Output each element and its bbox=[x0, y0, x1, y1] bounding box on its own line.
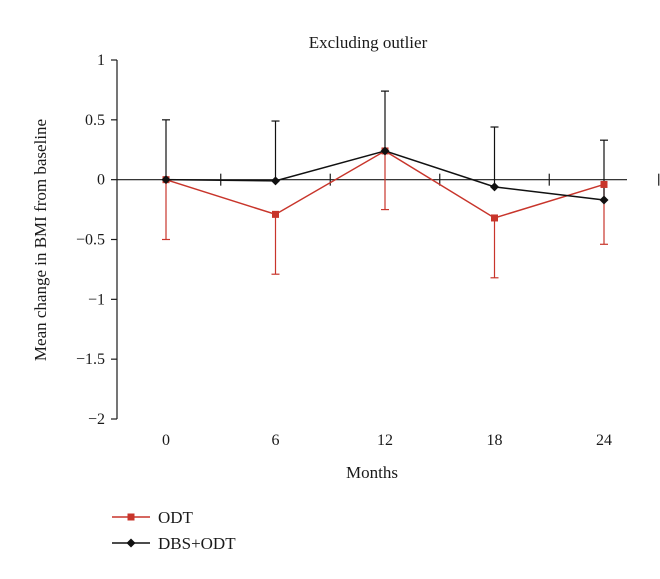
y-tick-label: −1 bbox=[88, 291, 105, 308]
x-tick-labels: 0 6 12 18 24 bbox=[162, 432, 612, 449]
x-axis-title: Months bbox=[346, 463, 398, 482]
y-tick-label: 0.5 bbox=[85, 112, 105, 129]
x-tick-label: 24 bbox=[596, 432, 612, 449]
legend-label: ODT bbox=[158, 508, 194, 527]
legend-label: DBS+ODT bbox=[158, 534, 236, 553]
error-bars bbox=[162, 90, 608, 279]
x-tick-label: 18 bbox=[487, 432, 503, 449]
y-tick-label: 1 bbox=[97, 52, 105, 69]
dbs-odt-point bbox=[490, 182, 499, 192]
legend-swatch-marker bbox=[127, 513, 135, 521]
y-axis: 1 0.5 0 −0.5 −1 −1.5 −2 bbox=[76, 52, 118, 428]
dbs-odt-point bbox=[271, 176, 280, 186]
legend-item-dbs-odt: DBS+ODT bbox=[112, 534, 236, 553]
y-tick-label: −0.5 bbox=[76, 232, 105, 249]
legend: ODT DBS+ODT bbox=[112, 508, 236, 553]
legend-swatch-marker bbox=[126, 538, 136, 548]
x-tick-label: 6 bbox=[272, 432, 280, 449]
odt-point bbox=[600, 180, 608, 188]
legend-item-odt: ODT bbox=[112, 508, 194, 527]
dbs-odt-point bbox=[161, 175, 171, 185]
odt-point bbox=[272, 210, 279, 218]
dbs-odt-point bbox=[599, 195, 609, 205]
chart-title: Excluding outlier bbox=[309, 33, 428, 52]
dbs-odt-point bbox=[380, 146, 390, 156]
x-tick-label: 0 bbox=[162, 432, 170, 449]
y-tick-label: 0 bbox=[97, 172, 105, 189]
y-axis-title: Mean change in BMI from baseline bbox=[31, 119, 50, 361]
y-tick-label: −2 bbox=[88, 411, 105, 428]
y-tick-label: −1.5 bbox=[76, 351, 105, 368]
series-markers bbox=[161, 146, 609, 222]
odt-point bbox=[491, 214, 498, 222]
x-tick-label: 12 bbox=[377, 432, 393, 449]
